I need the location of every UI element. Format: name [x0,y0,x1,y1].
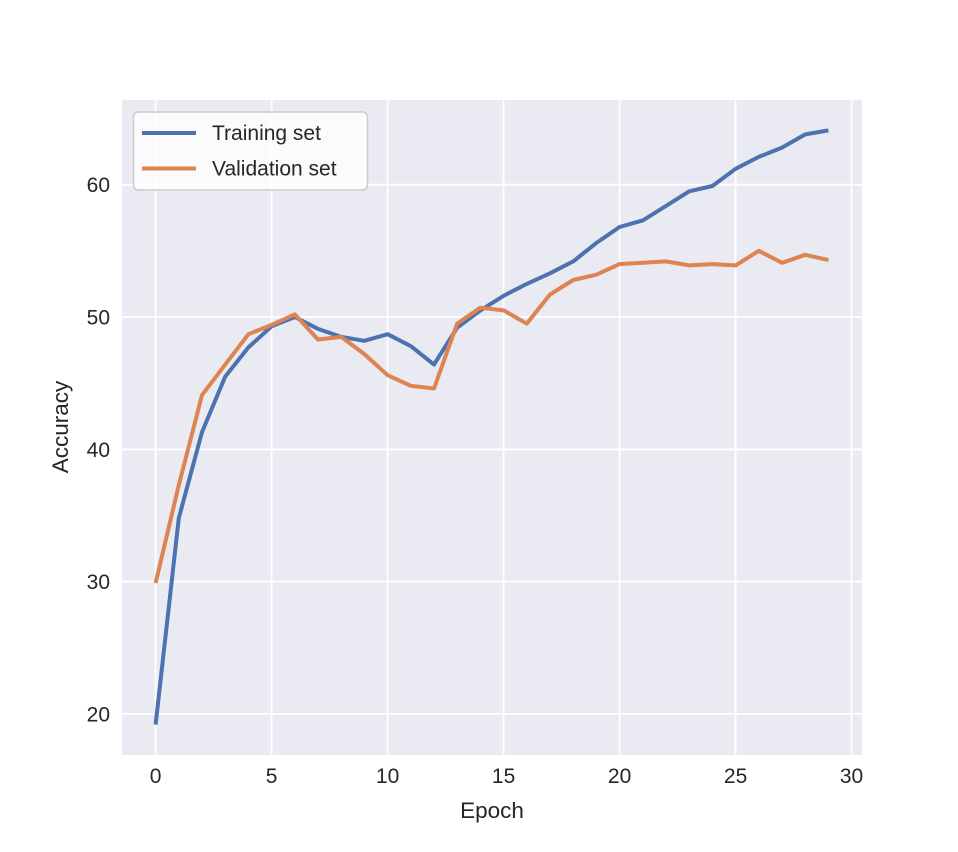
x-tick-label: 15 [492,765,515,788]
training-set-line [153,128,829,725]
y-axis-label: Accuracy [48,380,73,473]
x-tick-label: 25 [724,765,747,788]
y-tick-label: 40 [87,439,110,462]
legend-label-training: Training set [212,122,321,145]
validation-set-line [153,248,829,584]
x-tick-label: 20 [608,765,631,788]
y-tick-labels: 20 30 40 50 60 [87,174,110,726]
plot-background [122,100,862,755]
x-tick-label: 10 [376,765,399,788]
x-tick-labels: 0 5 10 15 20 25 30 [150,765,863,788]
x-axis-label: Epoch [460,798,524,823]
series-lines [153,128,829,725]
legend: Training set Validation set [132,111,369,191]
y-tick-label: 30 [87,571,110,594]
x-tick-label: 0 [150,765,162,788]
y-tick-label: 20 [87,703,110,726]
x-tick-label: 5 [266,765,278,788]
y-tick-label: 50 [87,307,110,330]
y-tick-label: 60 [87,174,110,197]
x-tick-label: 30 [840,765,863,788]
legend-label-validation: Validation set [212,158,337,181]
